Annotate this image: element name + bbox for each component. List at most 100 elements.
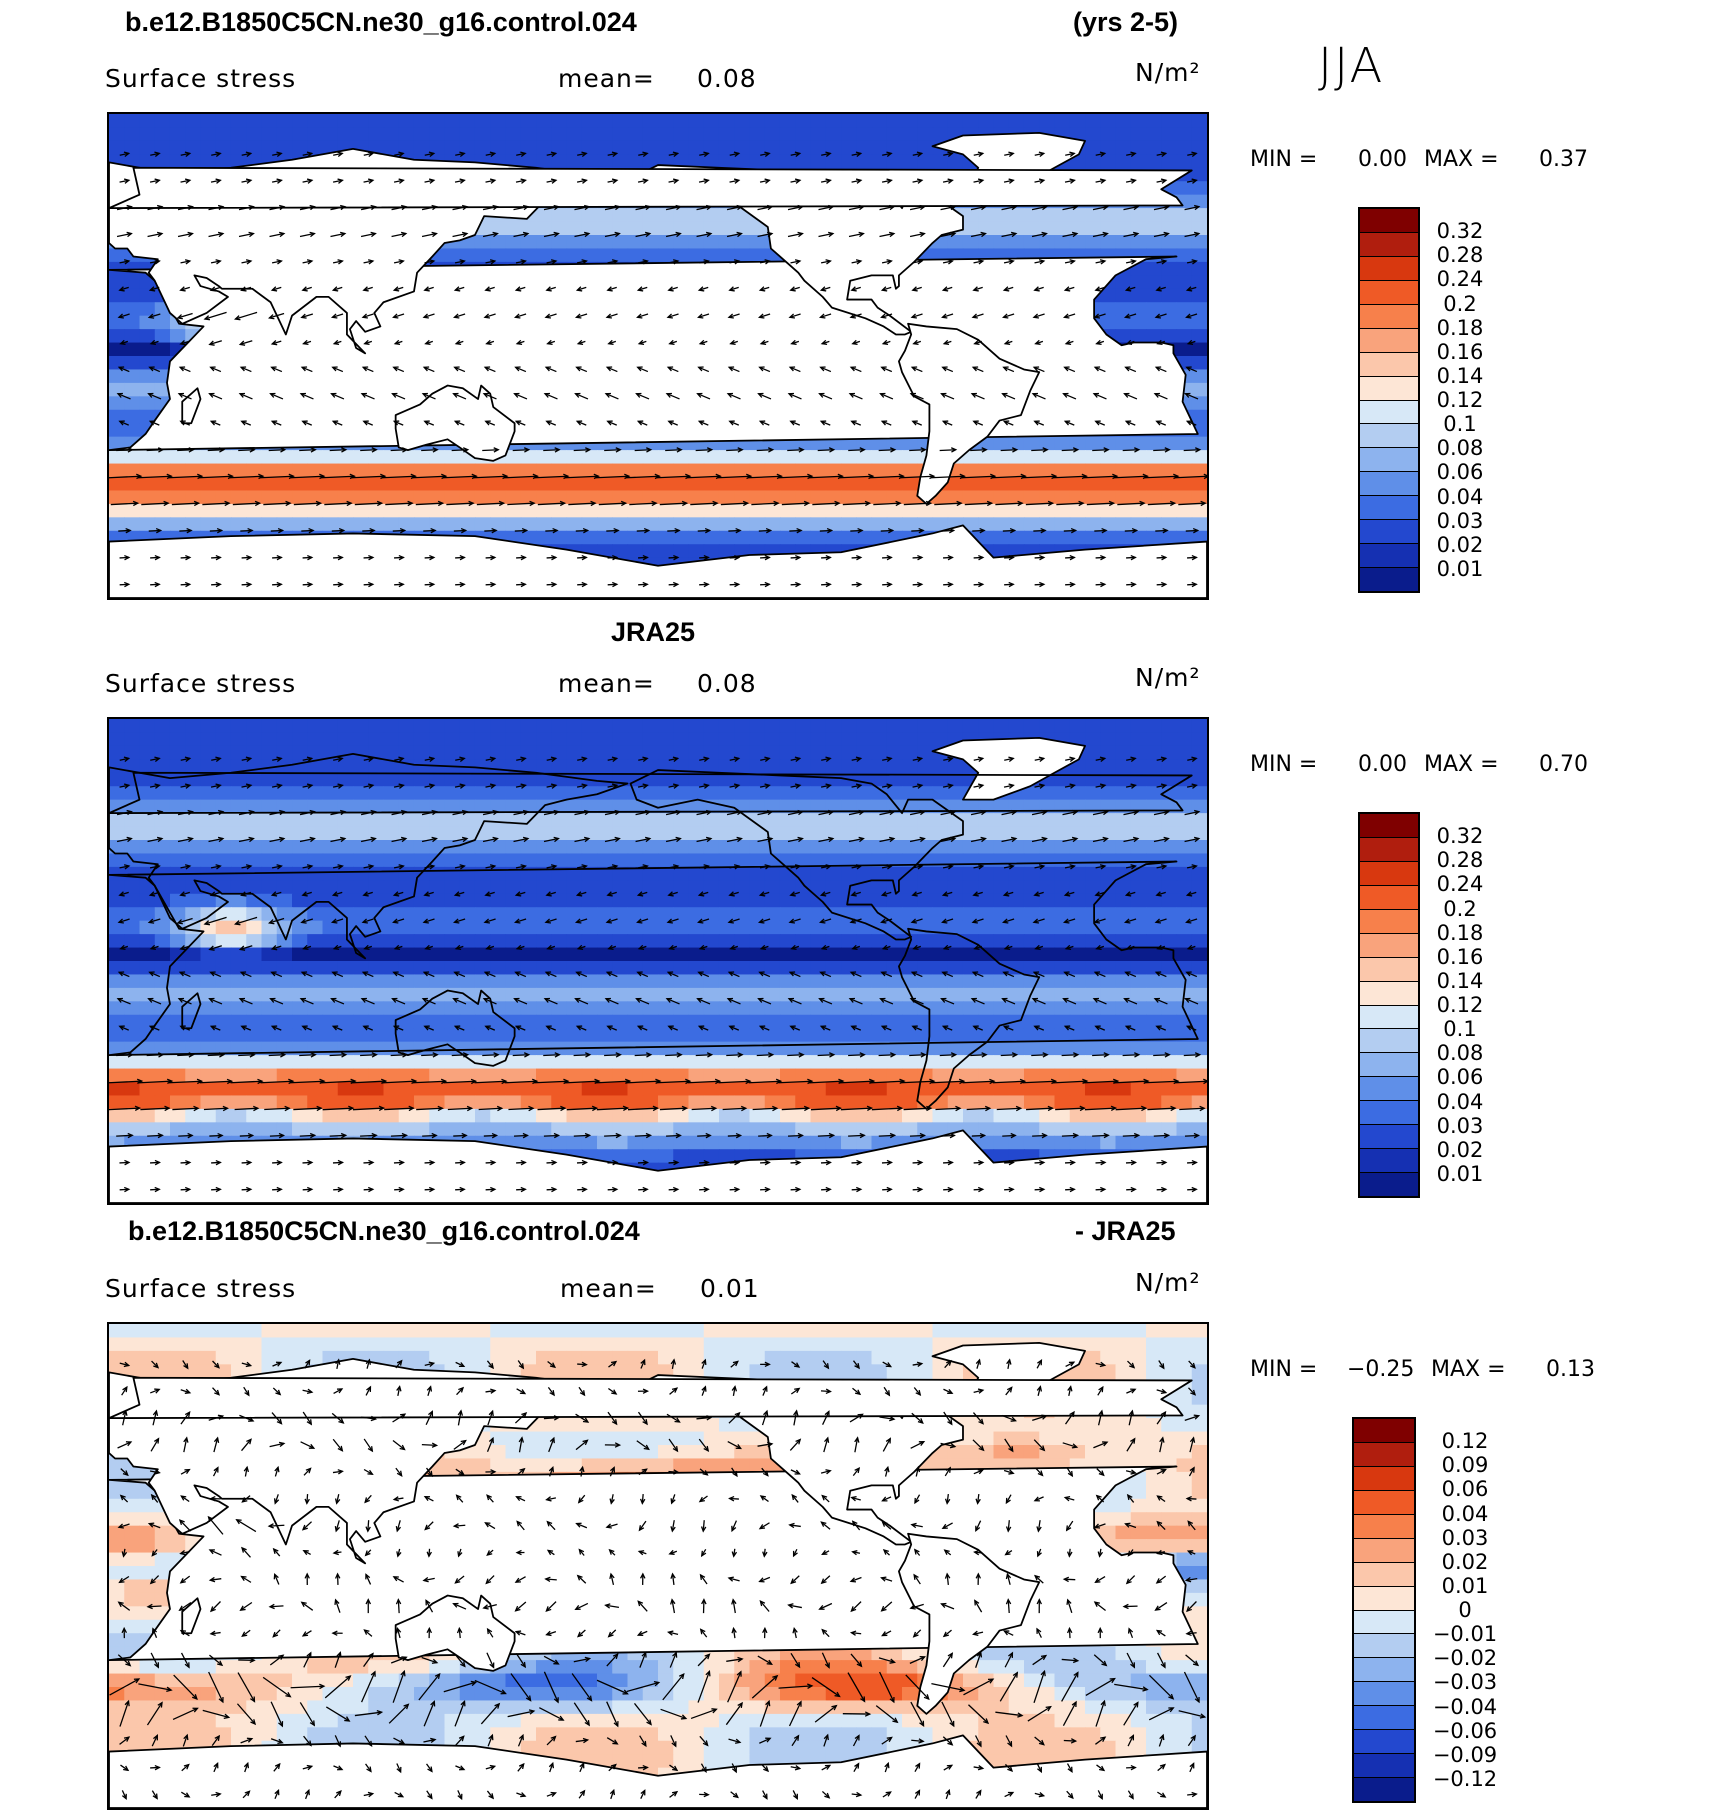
stress-vector xyxy=(272,340,282,345)
vector-head xyxy=(704,1653,711,1660)
stress-vector xyxy=(637,313,649,318)
stress-vector xyxy=(543,449,560,452)
vector-head xyxy=(184,178,192,184)
stress-vector xyxy=(607,1411,618,1425)
vector-head xyxy=(1185,420,1193,426)
stress-vector xyxy=(970,449,987,452)
vector-head xyxy=(825,1388,832,1395)
stress-vector xyxy=(818,232,834,238)
vector-head xyxy=(1005,1572,1012,1580)
vector-head xyxy=(308,527,315,534)
vector-head xyxy=(490,581,497,588)
vector-head xyxy=(268,1603,275,1610)
vector-head xyxy=(578,1548,585,1555)
stress-vector xyxy=(1092,449,1109,452)
panel-title-right: (yrs 2-5) xyxy=(1073,7,1179,37)
vector-head xyxy=(706,1052,714,1058)
stress-vector xyxy=(848,1054,865,1057)
stress-vector xyxy=(116,837,132,843)
stress-vector xyxy=(574,837,590,843)
vector-head xyxy=(1129,1362,1136,1369)
stress-vector xyxy=(269,917,285,924)
stress-vector xyxy=(573,1054,590,1057)
vector-head xyxy=(155,527,163,534)
vector-head xyxy=(367,864,375,870)
vector-head xyxy=(176,919,183,925)
vector-head xyxy=(584,231,591,238)
colorbar xyxy=(1358,812,1420,1198)
stress-vector xyxy=(141,502,169,506)
vector-head xyxy=(306,1419,313,1426)
vector-head xyxy=(1040,527,1047,534)
vector-head xyxy=(278,1132,286,1139)
stress-vector xyxy=(120,1468,129,1476)
vector-head xyxy=(670,1598,676,1605)
stress-vector xyxy=(148,313,161,319)
vector-head xyxy=(214,1389,221,1396)
stress-vector xyxy=(1003,366,1015,373)
vector-head xyxy=(826,527,834,534)
stress-vector xyxy=(698,918,710,923)
vector-head xyxy=(759,944,767,951)
vector-head xyxy=(886,864,893,870)
vector-head xyxy=(1192,527,1200,534)
vector-head xyxy=(122,1385,128,1393)
vector-head xyxy=(674,527,681,534)
colorbar-box xyxy=(1360,376,1418,401)
stress-vector xyxy=(269,232,285,238)
stress-vector xyxy=(1033,313,1045,318)
stress-vector xyxy=(726,232,742,238)
stress-vector xyxy=(1062,837,1078,843)
colorbar-label: 0.04 xyxy=(1436,484,1484,509)
stress-vector xyxy=(516,1468,525,1476)
stress-vector xyxy=(1093,1654,1107,1666)
stress-vector xyxy=(504,1080,537,1084)
stress-vector xyxy=(539,1707,564,1721)
colorbar-label: −0.03 xyxy=(1432,1670,1498,1695)
stress-vector xyxy=(241,865,252,869)
stress-vector xyxy=(424,420,435,426)
vector-head xyxy=(393,944,401,951)
vector-head xyxy=(270,366,277,372)
stress-vector xyxy=(687,475,721,479)
stress-vector xyxy=(148,998,162,1005)
stress-vector xyxy=(879,837,895,843)
stress-vector xyxy=(1034,1575,1044,1584)
stress-vector xyxy=(1004,891,1014,896)
vector-head xyxy=(978,1445,985,1452)
stress-vectors xyxy=(109,1358,1207,1801)
stress-vector xyxy=(1094,366,1106,373)
vector-head xyxy=(550,1735,557,1742)
vector-head xyxy=(276,1159,283,1166)
vector-head xyxy=(758,366,765,372)
vector-head xyxy=(396,1359,403,1366)
stress-vector xyxy=(790,286,800,291)
vector-head xyxy=(929,473,936,480)
vector-head xyxy=(217,836,225,843)
vector-head xyxy=(977,1159,985,1166)
stress-vector xyxy=(393,366,405,373)
vector-head xyxy=(611,1389,618,1395)
vector-head xyxy=(1098,1765,1106,1772)
stress-vector xyxy=(454,260,465,264)
vector-head xyxy=(307,554,314,561)
vector-head xyxy=(125,1660,132,1667)
vector-head xyxy=(856,1661,863,1668)
stress-vector xyxy=(1156,286,1166,291)
vector-head xyxy=(208,1549,215,1555)
vector-head xyxy=(306,1764,314,1771)
stress-vector xyxy=(210,865,221,869)
stress-vector xyxy=(851,420,862,426)
stress-vector xyxy=(1063,1739,1076,1742)
vector-head xyxy=(886,554,893,561)
vector-head xyxy=(247,1132,255,1139)
stress-vector xyxy=(973,1766,983,1770)
vector-head xyxy=(758,971,765,977)
vector-head xyxy=(881,1631,888,1637)
stress-vector xyxy=(789,366,801,373)
vector-head xyxy=(302,944,309,951)
vector-head xyxy=(727,1576,734,1582)
colorbar-box xyxy=(1360,544,1418,569)
stress-vector xyxy=(394,1791,404,1798)
stress-vector xyxy=(687,1080,720,1084)
